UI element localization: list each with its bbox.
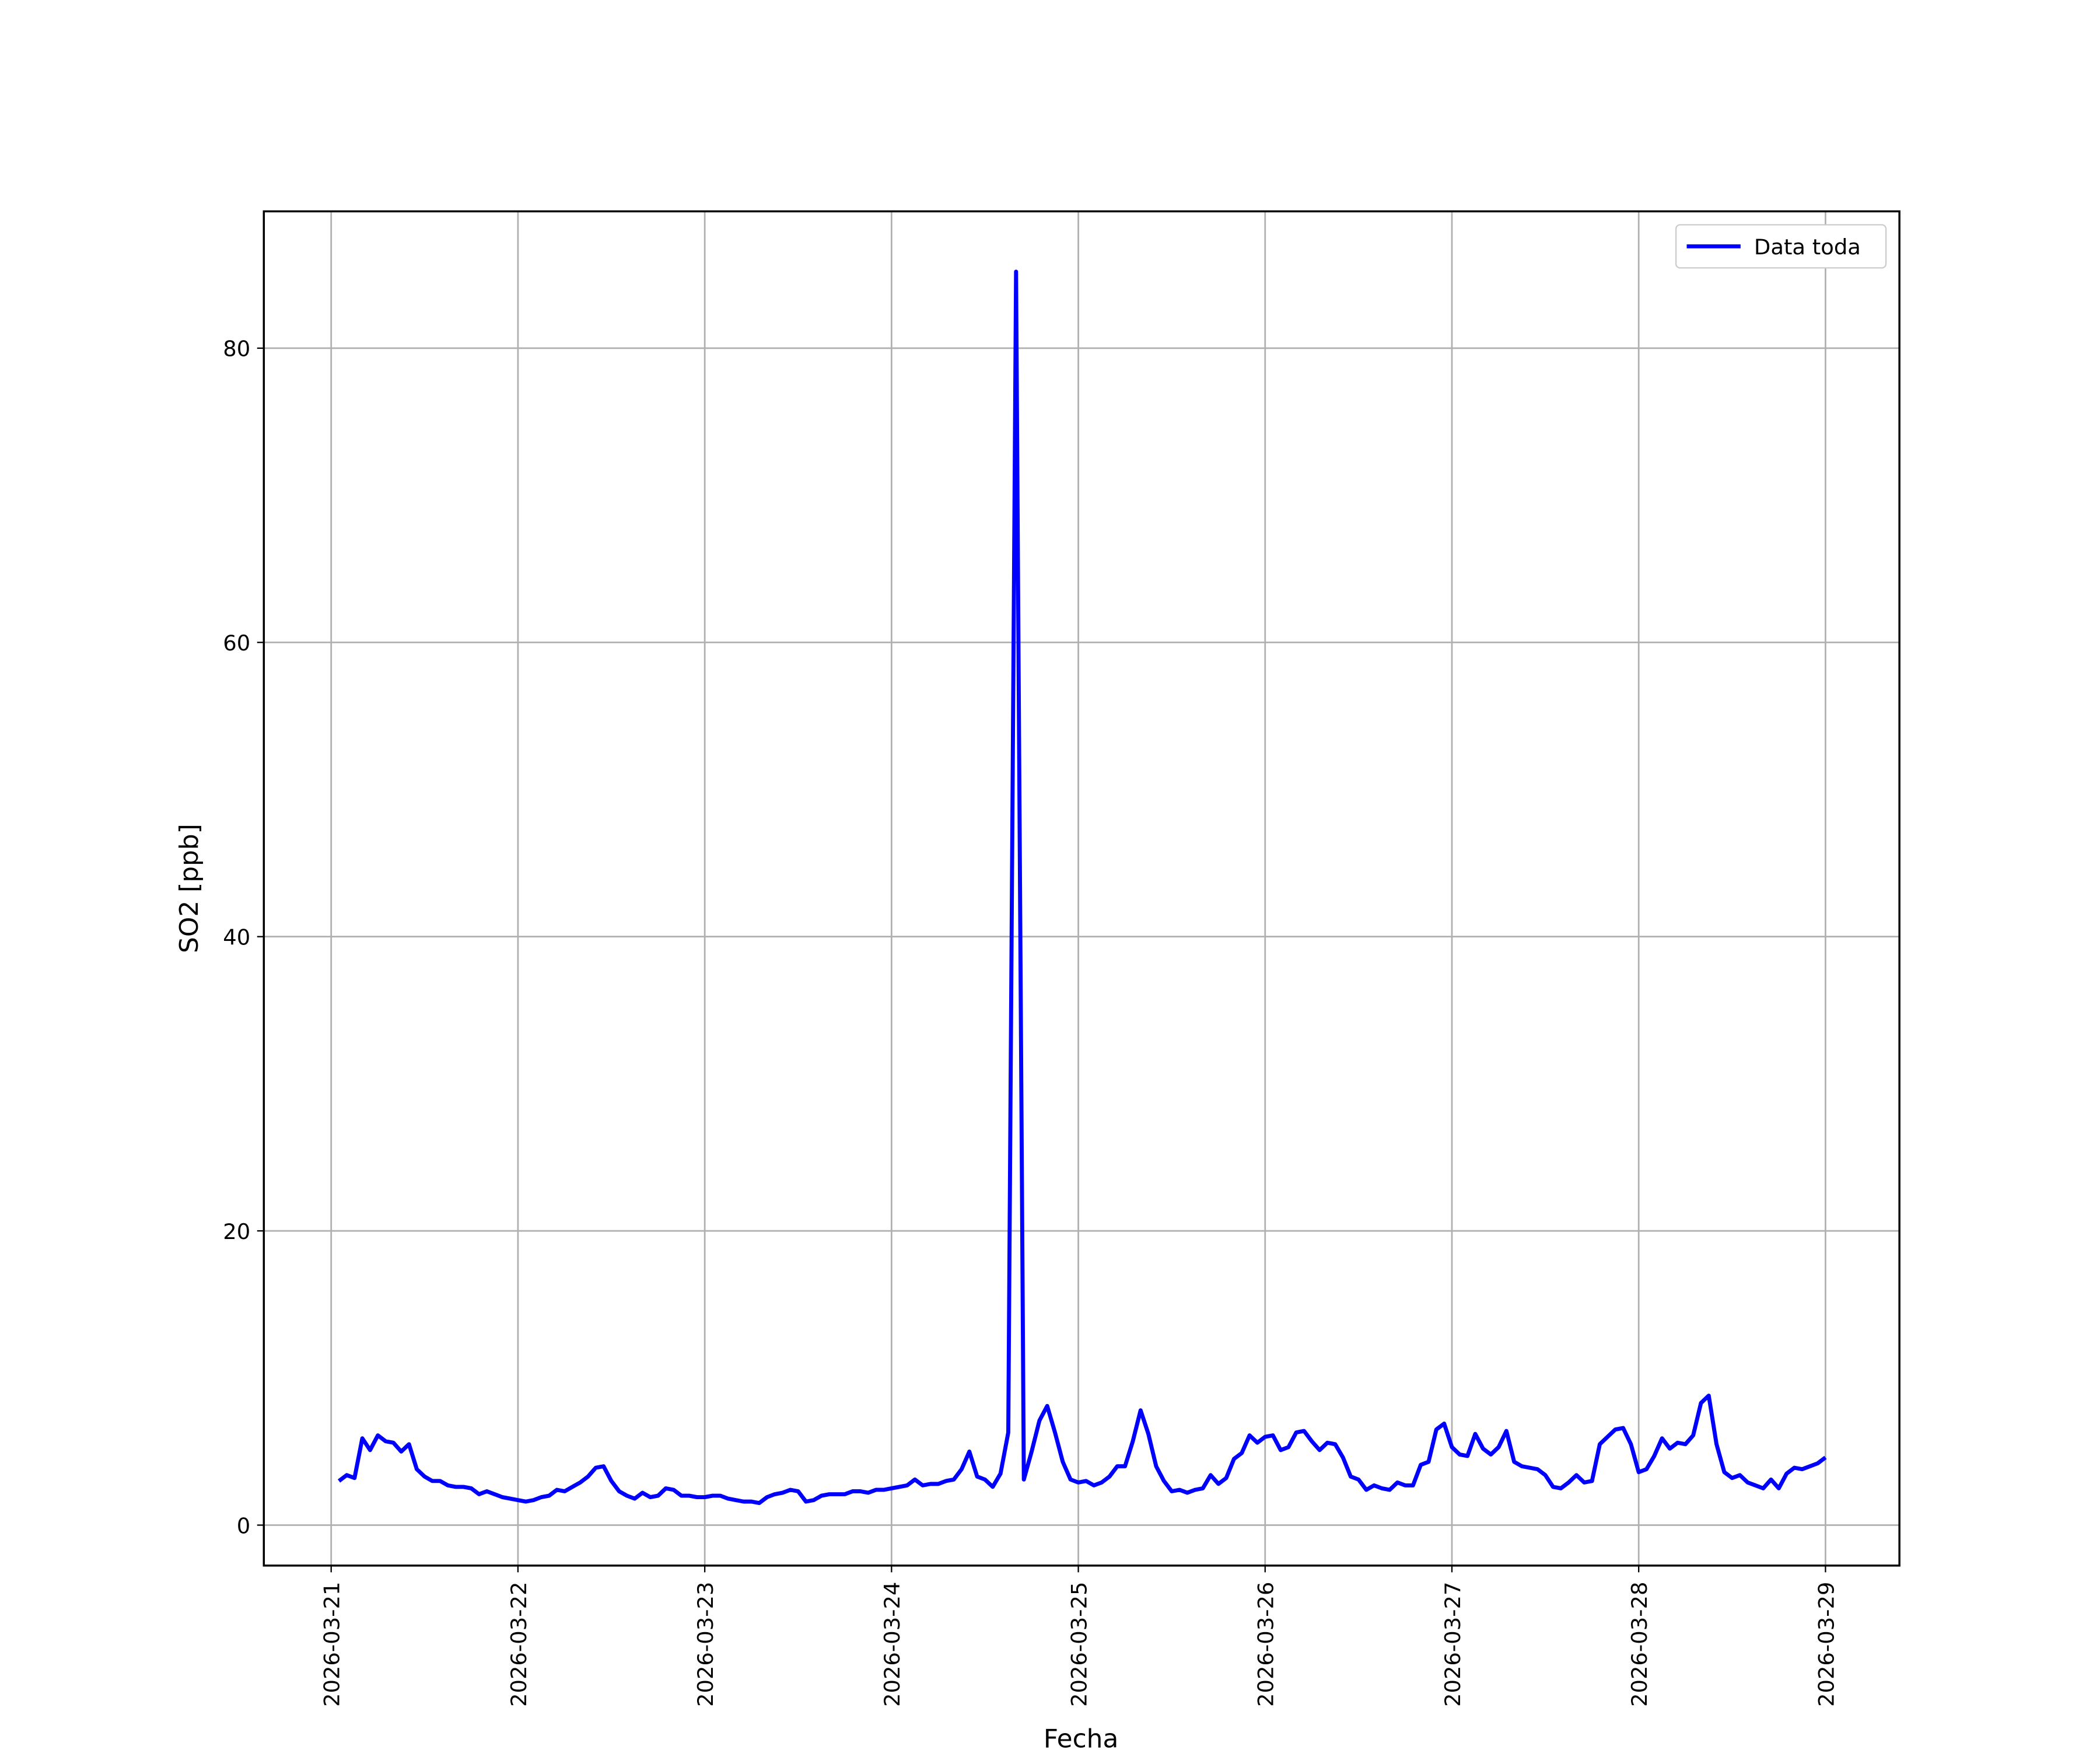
data-line xyxy=(337,270,1827,1506)
plot-area xyxy=(264,211,1900,1566)
y-tick-label: 0 xyxy=(237,1513,250,1538)
plot-frame xyxy=(262,210,1901,1567)
x-tick-label: 2026-03-22 xyxy=(506,1582,531,1707)
x-tick-label: 2026-03-29 xyxy=(1814,1582,1839,1707)
legend-label: Data toda xyxy=(1754,235,1861,260)
y-tick-label: 20 xyxy=(223,1219,250,1244)
x-tick-label: 2026-03-26 xyxy=(1254,1582,1279,1707)
x-tick-label: 2026-03-25 xyxy=(1066,1582,1091,1707)
y-axis-label: SO2 [ppb] xyxy=(174,824,204,953)
y-tick-label: 60 xyxy=(223,631,250,656)
x-axis-label: Fecha xyxy=(1044,1724,1119,1750)
x-tick-label: 2026-03-27 xyxy=(1440,1582,1465,1707)
x-tick-label: 2026-03-28 xyxy=(1627,1582,1652,1707)
x-tick-label: 2026-03-23 xyxy=(693,1582,718,1707)
x-tick-label: 2026-03-24 xyxy=(880,1582,905,1707)
x-tick-label: 2026-03-21 xyxy=(320,1582,345,1707)
y-tick-label: 40 xyxy=(223,925,250,950)
legend-box xyxy=(1675,224,1887,269)
y-tick-label: 80 xyxy=(223,337,250,362)
